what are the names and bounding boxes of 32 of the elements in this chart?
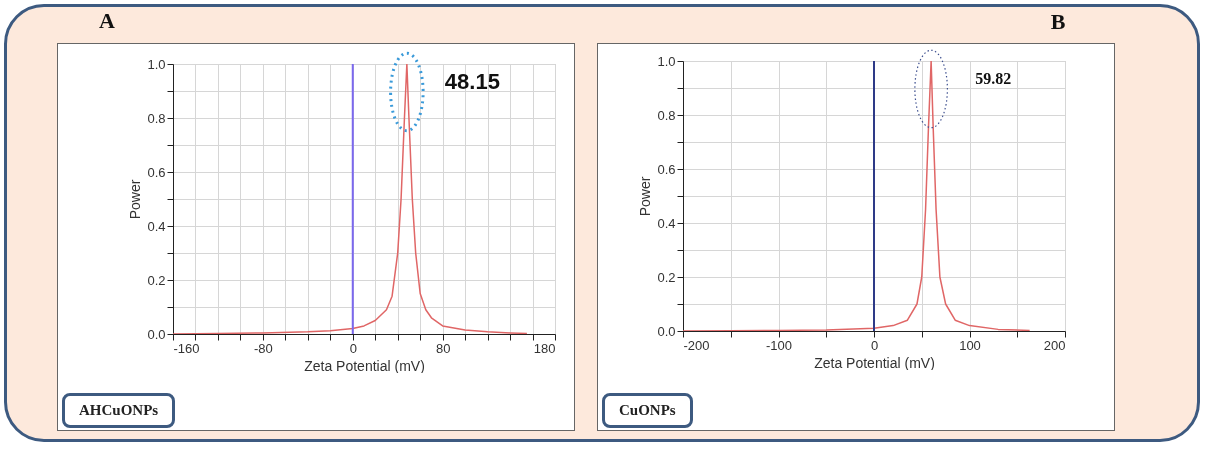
x-tick-label: 200 [1043,337,1066,353]
x-tick-label: -200 [683,337,710,353]
y-tick-label: 0.8 [147,110,166,126]
y-tick-label: 1.0 [147,56,166,72]
annotation: 59.82 [975,70,1012,87]
chart-title: A [98,8,115,34]
y-tick-label: 0.8 [657,107,676,123]
y-tick-label: 0.0 [147,326,166,342]
annotation: 48.15 [444,69,500,94]
x-axis-title: Zeta Potential (mV) [304,357,425,374]
x-tick-label: 80 [435,340,451,356]
chart-title: B [1050,8,1066,34]
x-tick-label: 100 [959,337,981,353]
x-tick-label: 180 [533,340,556,356]
y-tick-label: 1.0 [657,53,676,69]
x-tick-label: 0 [349,340,357,356]
y-tick-label: 0.6 [657,161,676,177]
x-tick-label: -160 [173,340,200,356]
y-axis-title: Power [637,176,654,217]
y-axis-title: Power [127,179,144,220]
y-tick-label: 0.4 [657,215,676,231]
text: CuONPs [602,393,693,428]
text: AHCuONPs [62,393,176,428]
x-axis-title: Zeta Potential (mV) [814,354,935,371]
y-tick-label: 0.0 [657,323,676,339]
y-tick-label: 0.2 [657,269,676,285]
y-tick-label: 0.2 [147,272,166,288]
x-tick-label: 0 [870,337,879,353]
x-tick-label: -100 [765,337,793,353]
x-tick-label: -80 [253,340,273,356]
y-tick-label: 0.6 [147,164,166,180]
y-tick-label: 0.4 [147,218,166,234]
